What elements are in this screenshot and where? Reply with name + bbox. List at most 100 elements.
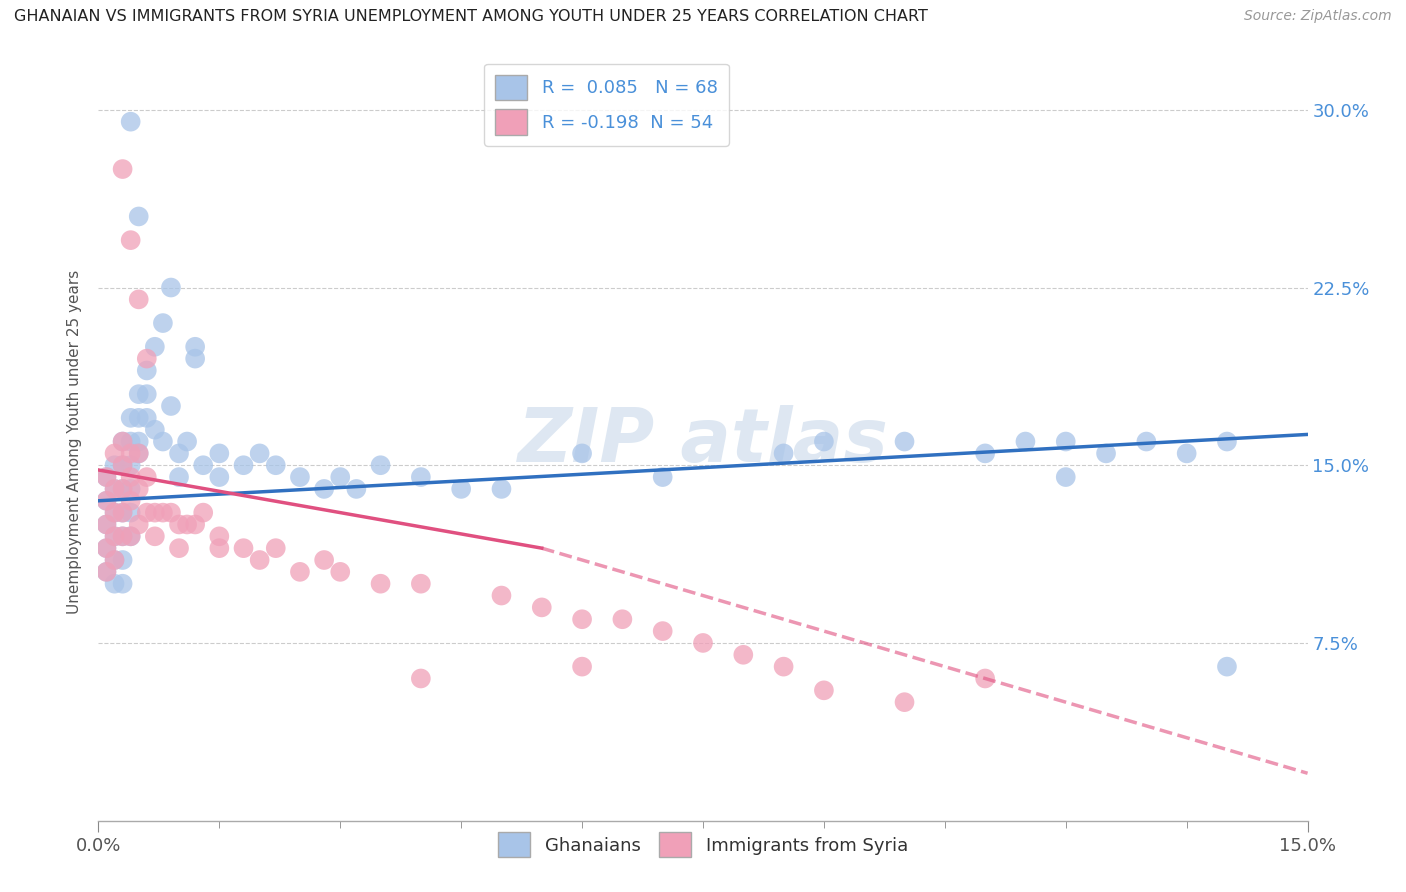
- Point: [264, 541, 287, 556]
- Legend: Ghanaians, Immigrants from Syria: Ghanaians, Immigrants from Syria: [491, 825, 915, 864]
- Point: [96, 493, 118, 508]
- Point: [120, 529, 142, 543]
- Point: [184, 351, 207, 366]
- Point: [103, 482, 125, 496]
- Point: [176, 517, 198, 532]
- Point: [111, 162, 134, 177]
- Point: [232, 541, 254, 556]
- Point: [96, 470, 118, 484]
- Point: [135, 351, 157, 366]
- Point: [813, 434, 835, 449]
- Point: [120, 529, 142, 543]
- Point: [111, 529, 134, 543]
- Point: [135, 363, 157, 377]
- Point: [143, 529, 166, 543]
- Point: [111, 458, 134, 473]
- Point: [160, 399, 183, 413]
- Point: [103, 446, 125, 460]
- Point: [152, 506, 174, 520]
- Point: [96, 493, 118, 508]
- Point: [1216, 434, 1239, 449]
- Point: [409, 672, 432, 686]
- Point: [152, 434, 174, 449]
- Point: [344, 482, 367, 496]
- Point: [128, 446, 150, 460]
- Point: [120, 470, 142, 484]
- Point: [111, 458, 134, 473]
- Point: [208, 541, 231, 556]
- Point: [103, 506, 125, 520]
- Point: [1095, 446, 1118, 460]
- Point: [96, 517, 118, 532]
- Point: [208, 529, 231, 543]
- Point: [167, 517, 190, 532]
- Point: [111, 482, 134, 496]
- Text: GHANAIAN VS IMMIGRANTS FROM SYRIA UNEMPLOYMENT AMONG YOUTH UNDER 25 YEARS CORREL: GHANAIAN VS IMMIGRANTS FROM SYRIA UNEMPL…: [14, 9, 928, 24]
- Point: [96, 541, 118, 556]
- Text: ZIP atlas: ZIP atlas: [517, 405, 889, 478]
- Point: [167, 541, 190, 556]
- Point: [612, 612, 634, 626]
- Point: [103, 482, 125, 496]
- Point: [409, 470, 432, 484]
- Point: [1014, 434, 1036, 449]
- Point: [120, 434, 142, 449]
- Point: [128, 210, 150, 224]
- Point: [232, 458, 254, 473]
- Point: [264, 458, 287, 473]
- Point: [893, 434, 915, 449]
- Point: [96, 565, 118, 579]
- Point: [1216, 659, 1239, 673]
- Point: [128, 434, 150, 449]
- Point: [571, 612, 593, 626]
- Point: [1054, 470, 1077, 484]
- Point: [111, 482, 134, 496]
- Point: [111, 434, 134, 449]
- Point: [491, 482, 513, 496]
- Point: [314, 553, 336, 567]
- Point: [120, 410, 142, 425]
- Point: [1175, 446, 1198, 460]
- Point: [111, 529, 134, 543]
- Y-axis label: Unemployment Among Youth under 25 years: Unemployment Among Youth under 25 years: [67, 269, 83, 614]
- Point: [160, 506, 183, 520]
- Point: [120, 233, 142, 247]
- Point: [96, 517, 118, 532]
- Point: [120, 458, 142, 473]
- Point: [184, 340, 207, 354]
- Point: [120, 114, 142, 128]
- Point: [111, 434, 134, 449]
- Point: [288, 565, 311, 579]
- Point: [370, 458, 392, 473]
- Point: [1054, 434, 1077, 449]
- Point: [772, 659, 794, 673]
- Point: [167, 470, 190, 484]
- Point: [329, 470, 352, 484]
- Point: [974, 672, 997, 686]
- Point: [135, 410, 157, 425]
- Point: [651, 624, 673, 639]
- Point: [208, 446, 231, 460]
- Point: [370, 576, 392, 591]
- Point: [120, 493, 142, 508]
- Point: [111, 506, 134, 520]
- Point: [974, 446, 997, 460]
- Point: [128, 517, 150, 532]
- Point: [128, 293, 150, 307]
- Point: [128, 410, 150, 425]
- Point: [893, 695, 915, 709]
- Point: [249, 446, 271, 460]
- Point: [111, 553, 134, 567]
- Point: [96, 470, 118, 484]
- Point: [733, 648, 755, 662]
- Point: [530, 600, 553, 615]
- Point: [288, 470, 311, 484]
- Point: [450, 482, 472, 496]
- Point: [651, 470, 673, 484]
- Point: [1135, 434, 1157, 449]
- Point: [128, 446, 150, 460]
- Point: [120, 482, 142, 496]
- Point: [176, 434, 198, 449]
- Point: [314, 482, 336, 496]
- Point: [813, 683, 835, 698]
